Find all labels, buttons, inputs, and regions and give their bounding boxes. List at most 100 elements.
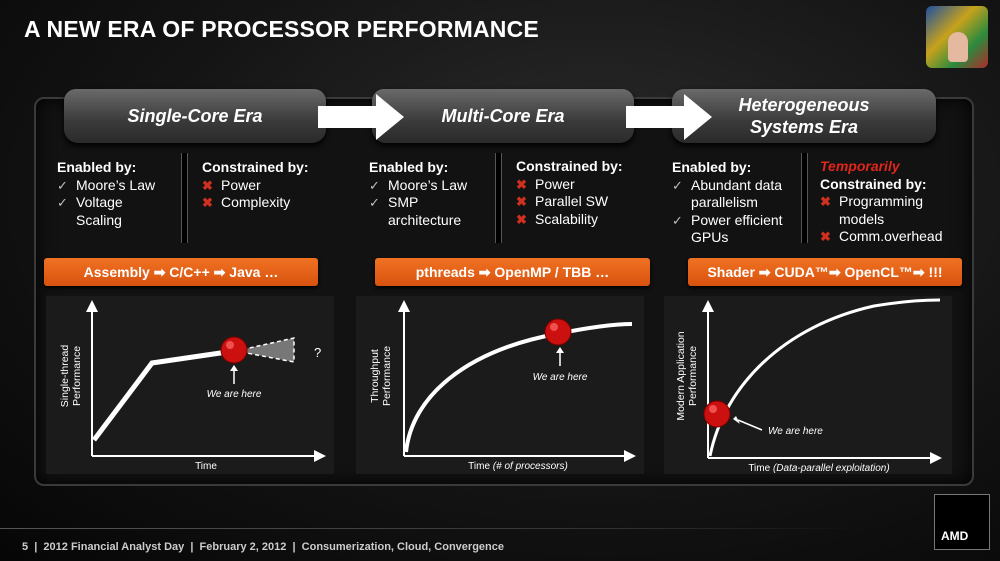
checkmark-icon: ✓: [672, 212, 683, 228]
era-title-line2: Systems Era: [749, 117, 859, 137]
list-item-text: Moore’s Law: [388, 176, 468, 193]
era-tab-multi-core: Multi-Core Era: [372, 89, 634, 143]
question-mark: ?: [314, 345, 321, 360]
list-item-text: Programming: [839, 193, 924, 209]
list-item: ✓ Moore’s Law: [369, 177, 494, 195]
we-are-here-marker: [703, 400, 731, 428]
era-tab-heterogeneous: Heterogeneous Systems Era: [672, 89, 936, 143]
list-item: GPUs: [672, 229, 802, 247]
marker-arrowhead: [733, 416, 740, 424]
list-item-text: Power: [221, 176, 261, 193]
era-title-line1: Heterogeneous: [738, 95, 870, 115]
marker-arrowhead: [230, 365, 238, 371]
marker-highlight: [709, 405, 717, 413]
list-item-text: Comm.overhead: [839, 228, 943, 244]
x-axis-label: Time (Data-parallel exploitation): [748, 463, 889, 474]
list-item-text: Scalability: [535, 210, 599, 227]
constrained-by-list: Temporarily Constrained by: ✖ Programming…: [820, 158, 960, 246]
list-item: ✖ Scalability: [516, 211, 646, 229]
x-axis-arrowhead: [314, 450, 326, 462]
x-axis-label-main: Time: [468, 461, 493, 472]
slide-title: A NEW ERA OF PROCESSOR PERFORMANCE: [24, 16, 539, 42]
uncertainty-cone: [235, 337, 295, 363]
we-are-here-label: We are here: [768, 426, 823, 437]
column-divider: [495, 153, 502, 243]
hand-icon: [948, 32, 968, 62]
enabled-heading: Enabled by:: [369, 159, 449, 175]
logo-text: AMD: [941, 529, 969, 543]
touchscreen-thumbnail-image: [926, 6, 988, 68]
amd-logo: AMD: [934, 494, 990, 550]
temporarily-label: Temporarily: [820, 158, 900, 174]
list-item: ✖ Power: [202, 177, 332, 195]
modern-application-performance-chart: We are here Time (Data-parallel exploita…: [664, 296, 952, 474]
list-item-text: Power: [535, 175, 575, 192]
we-are-here-label: We are here: [207, 389, 262, 400]
y-axis-arrowhead: [86, 300, 98, 312]
list-item: architecture: [369, 212, 494, 230]
list-item-text: Voltage: [76, 194, 123, 210]
x-mark-icon: ✖: [202, 177, 213, 193]
constrained-heading: Constrained by:: [820, 175, 927, 192]
list-item-text: Scaling: [76, 211, 122, 228]
x-mark-icon: ✖: [516, 194, 527, 209]
list-item: ✓ SMP: [369, 194, 494, 212]
list-item: ✖ Comm.overhead: [820, 228, 960, 246]
x-mark-icon: ✖: [202, 195, 213, 210]
enabled-by-list: Enabled by: ✓ Moore’s Law ✓ SMP architectu…: [369, 159, 494, 229]
x-axis-arrowhead: [624, 450, 636, 462]
footer-divider: [0, 528, 860, 529]
list-item-text: GPUs: [691, 229, 729, 245]
list-item-text: Abundant data: [691, 176, 783, 193]
throughput-performance-chart: We are here Time (# of processors) Throu…: [356, 296, 644, 474]
checkmark-icon: ✓: [57, 177, 68, 193]
y-axis-label-line1: Modern Application: [675, 331, 687, 420]
x-mark-icon: ✖: [820, 229, 831, 244]
x-axis-arrowhead: [930, 452, 942, 464]
marker-highlight: [226, 341, 234, 349]
x-axis-label-main: Time: [748, 463, 773, 474]
checkmark-icon: ✓: [672, 177, 683, 193]
list-item: ✖ Complexity: [202, 194, 332, 212]
slide-footer: 5 | 2012 Financial Analyst Day | Februar…: [22, 541, 504, 553]
list-item: ✓ Abundant data: [672, 177, 802, 195]
enabled-heading: Enabled by:: [672, 159, 752, 175]
column-divider: [181, 153, 188, 243]
list-item-text: SMP: [388, 194, 419, 210]
performance-curve: [92, 348, 235, 442]
y-axis-label-line2: Performance: [71, 346, 83, 406]
list-item: ✓ Power efficient: [672, 212, 802, 230]
list-item-text: Complexity: [221, 194, 291, 210]
list-item-text: Power efficient: [691, 211, 783, 228]
x-axis-label: Time (# of processors): [468, 461, 568, 472]
list-item-text: parallelism: [691, 194, 758, 210]
x-mark-icon: ✖: [820, 194, 831, 209]
list-item: parallelism: [672, 194, 802, 212]
language-progression-bar: pthreads ➡ OpenMP / TBB …: [375, 258, 650, 286]
constrained-by-list: Constrained by: ✖ Power ✖ Complexity: [202, 159, 332, 212]
x-axis-label: Time: [195, 461, 217, 472]
single-thread-performance-chart: We are here ? Time Single-thread Perform…: [46, 296, 334, 474]
x-axis-label-detail: (# of processors): [493, 461, 568, 472]
performance-curve: [708, 298, 941, 457]
list-item: models: [820, 211, 960, 229]
checkmark-icon: ✓: [369, 195, 380, 210]
x-mark-icon: ✖: [516, 176, 527, 192]
list-item-text: Parallel SW: [535, 193, 609, 209]
list-item-text: Moore’s Law: [76, 176, 156, 193]
y-axis-label-line2: Performance: [687, 346, 699, 406]
chart-svg: We are here ? Time Single-thread Perform…: [59, 300, 326, 472]
checkmark-icon: ✓: [369, 177, 380, 193]
constrained-heading: Constrained by:: [202, 159, 309, 175]
marker-arrow: [737, 419, 763, 431]
language-progression-bar: Shader ➡ CUDA™➡ OpenCL™➡ !!!: [688, 258, 962, 286]
era-tab-single-core: Single-Core Era: [64, 89, 326, 143]
y-axis-label-line1: Throughput: [369, 349, 381, 403]
right-arrow-icon: [318, 94, 404, 140]
enabled-by-list: Enabled by: ✓ Moore’s Law ✓ Voltage Scalin…: [57, 159, 182, 229]
performance-curve: [404, 322, 633, 453]
y-axis-arrowhead: [398, 300, 410, 312]
list-item-text: models: [839, 210, 885, 227]
list-item: ✓ Moore’s Law: [57, 177, 182, 195]
marker-arrowhead: [556, 347, 564, 353]
